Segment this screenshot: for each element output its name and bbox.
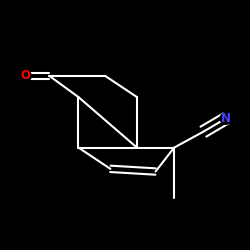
Circle shape: [20, 70, 31, 82]
Text: O: O: [20, 69, 30, 82]
Text: N: N: [221, 112, 231, 125]
Circle shape: [220, 112, 232, 124]
